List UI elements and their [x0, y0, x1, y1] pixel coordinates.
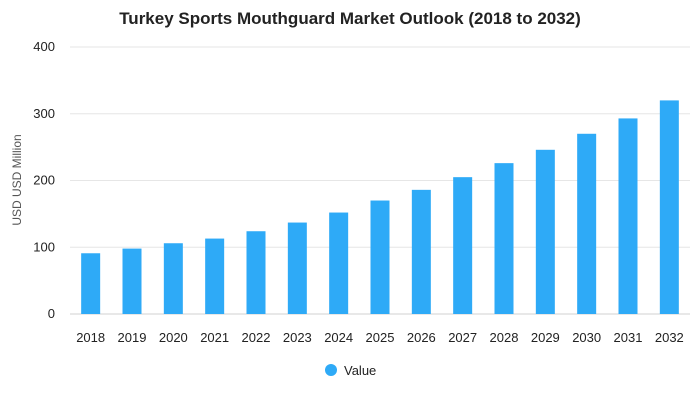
- bar-2019[interactable]: [122, 248, 142, 314]
- y-axis-ticks: 0 100 200 300 400: [33, 39, 55, 321]
- x-tick-label: 2024: [324, 330, 353, 345]
- x-tick-label: 2019: [118, 330, 147, 345]
- x-tick-label: 2021: [200, 330, 229, 345]
- y-tick-label: 0: [48, 306, 55, 321]
- bar-2021[interactable]: [205, 238, 225, 314]
- bar-2031[interactable]: [618, 118, 638, 314]
- bar-2025[interactable]: [370, 200, 390, 314]
- x-tick-label: 2029: [531, 330, 560, 345]
- y-tick-label: 200: [33, 173, 55, 188]
- x-tick-label: 2022: [242, 330, 271, 345]
- bar-2027[interactable]: [453, 177, 473, 314]
- y-tick-label: 100: [33, 239, 55, 254]
- x-tick-label: 2026: [407, 330, 436, 345]
- bar-2030[interactable]: [577, 133, 597, 314]
- x-tick-label: 2032: [655, 330, 684, 345]
- bars: [81, 100, 679, 315]
- x-axis-ticks: 2018 2019 2020 2021 2022 2023 2024 2025 2026 2027…: [76, 330, 684, 345]
- bar-2018[interactable]: [81, 253, 101, 314]
- x-tick-label: 2028: [490, 330, 519, 345]
- legend-swatch-value: [325, 364, 337, 376]
- x-tick-label: 2030: [572, 330, 601, 345]
- x-tick-label: 2031: [614, 330, 643, 345]
- x-tick-label: 2020: [159, 330, 188, 345]
- legend-label-value: Value: [344, 363, 376, 378]
- bar-2022[interactable]: [246, 231, 266, 314]
- y-axis-title: USD USD Million: [10, 134, 24, 225]
- y-tick-label: 300: [33, 106, 55, 121]
- bar-2026[interactable]: [411, 189, 431, 314]
- bar-2028[interactable]: [494, 163, 514, 314]
- chart-title: Turkey Sports Mouthguard Market Outlook …: [119, 9, 581, 28]
- bar-2023[interactable]: [287, 222, 307, 314]
- bar-2024[interactable]: [329, 212, 349, 314]
- x-tick-label: 2025: [366, 330, 395, 345]
- x-tick-label: 2018: [76, 330, 105, 345]
- y-tick-label: 400: [33, 39, 55, 54]
- legend: Value: [325, 363, 376, 378]
- bar-2032[interactable]: [659, 100, 679, 315]
- bar-2020[interactable]: [163, 243, 183, 314]
- x-tick-label: 2027: [448, 330, 477, 345]
- x-tick-label: 2023: [283, 330, 312, 345]
- bar-2029[interactable]: [535, 149, 555, 314]
